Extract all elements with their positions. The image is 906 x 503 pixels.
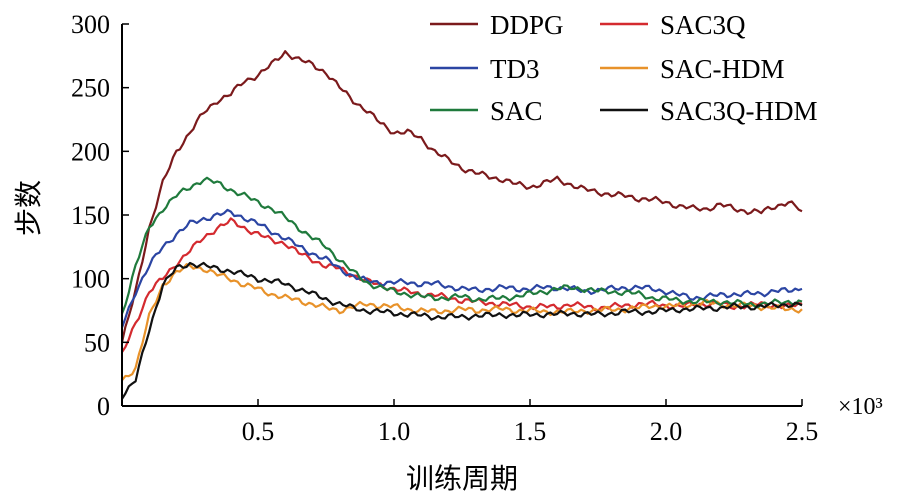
series-line-ddpg xyxy=(120,50,803,343)
legend-label-sac-hdm: SAC-HDM xyxy=(660,54,785,84)
series-line-sac xyxy=(120,176,803,315)
x-tick-label: 1.0 xyxy=(378,417,411,446)
legend-label-sac3q: SAC3Q xyxy=(660,10,746,40)
legend: DDPG SAC3Q TD3 SAC-HDM SAC SAC3Q-HDM xyxy=(430,10,818,126)
series-line-sac3q xyxy=(121,217,803,353)
y-axis-title: 步数 xyxy=(12,180,45,236)
series-layer xyxy=(120,50,803,400)
legend-label-td3: TD3 xyxy=(490,54,540,84)
legend-label-sac: SAC xyxy=(490,96,543,126)
y-tick-label: 150 xyxy=(71,201,110,230)
y-tick-label: 300 xyxy=(71,10,110,39)
y-tick-label: 100 xyxy=(71,265,110,294)
y-tick-label: 0 xyxy=(97,392,110,421)
y-tick-label: 250 xyxy=(71,74,110,103)
series-line-sac-hdm xyxy=(121,263,803,381)
legend-label-sac3q-hdm: SAC3Q-HDM xyxy=(660,96,818,126)
series-line-td3 xyxy=(120,208,803,328)
legend-label-ddpg: DDPG xyxy=(490,10,564,40)
x-tick-label: 2.0 xyxy=(650,417,683,446)
y-tick-label: 200 xyxy=(71,137,110,166)
y-tick-label: 50 xyxy=(84,328,110,357)
x-axis-title: 训练周期 xyxy=(406,462,518,495)
x-tick-label: 1.5 xyxy=(514,417,547,446)
ticks-layer: 0 50 100 150 200 250 300 0.5 1.0 1.5 2.0 2.5 xyxy=(71,10,818,446)
series-line-sac3q-hdm xyxy=(121,261,803,400)
x-multiplier-label: ×10³ xyxy=(838,394,883,420)
x-tick-label: 2.5 xyxy=(786,417,819,446)
x-tick-label: 0.5 xyxy=(242,417,275,446)
